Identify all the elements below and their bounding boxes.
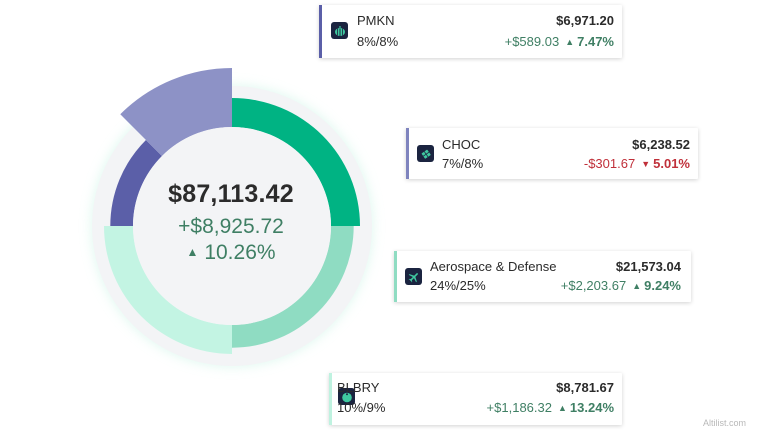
holding-change-amount: -$301.67 (583, 156, 636, 171)
portfolio-total-value: $87,113.42 (168, 180, 294, 208)
airplane-icon (405, 268, 422, 285)
donut-segment-3[interactable] (110, 139, 162, 226)
holding-change: +$2,203.67 ▲ 9.24% (561, 278, 681, 293)
donut-segment-4[interactable] (120, 68, 232, 156)
holding-change-percent: 7.47% (577, 34, 614, 49)
holding-value: $21,573.04 (615, 259, 681, 274)
watermark: Altilist.com (702, 418, 746, 428)
holding-color-stripe (319, 5, 322, 58)
donut-segment-2[interactable] (104, 226, 232, 354)
holding-change-percent: 13.24% (569, 400, 614, 415)
holding-value: $6,971.20 (556, 13, 614, 28)
down-arrow-icon: ▼ (641, 159, 651, 169)
holding-value: $6,238.52 (632, 137, 690, 152)
holding-card-aerospace-defense[interactable]: Aerospace & Defense $21,573.04 24%/25% +… (394, 251, 691, 302)
holding-change: +$589.03 ▲ 7.47% (505, 34, 614, 49)
portfolio-percent-value: 10.26% (204, 241, 276, 264)
holding-name: BLBRY (337, 380, 380, 395)
holding-card-pmkn[interactable]: PMKN $6,971.20 8%/8% +$589.03 ▲ 7.47% (319, 5, 622, 58)
holding-change-percent: 9.24% (644, 278, 681, 293)
holding-color-stripe (329, 373, 332, 425)
up-arrow-icon: ▲ (186, 245, 199, 259)
holding-name: CHOC (442, 137, 481, 152)
holding-card-choc[interactable]: CHOC $6,238.52 7%/8% -$301.67 ▼ 5.01% (406, 128, 698, 179)
holding-card-blbry[interactable]: BLBRY $8,781.67 10%/9% +$1,186.32 ▲ 13.24% (329, 373, 622, 425)
up-arrow-icon: ▲ (632, 281, 642, 291)
pumpkin-icon (331, 22, 348, 39)
holding-value: $8,781.67 (556, 380, 614, 395)
holding-change-amount: +$1,186.32 (486, 400, 552, 415)
portfolio-change-percent: ▲ 10.26% (131, 241, 331, 265)
up-arrow-icon: ▲ (565, 37, 575, 47)
holding-weight: 10%/9% (337, 400, 386, 415)
holding-color-stripe (406, 128, 409, 179)
holding-change-amount: +$2,203.67 (560, 278, 627, 293)
holding-weight: 7%/8% (442, 156, 484, 171)
donut-segment-0[interactable] (232, 98, 360, 226)
holding-change: +$1,186.32 ▲ 13.24% (487, 400, 614, 415)
blueberry-icon (338, 388, 355, 405)
holding-change-percent: 5.01% (653, 156, 690, 171)
up-arrow-icon: ▲ (557, 403, 567, 413)
portfolio-summary: $87,113.42 +$8,925.72 ▲ 10.26% (131, 180, 331, 265)
donut-segment-1[interactable] (232, 226, 354, 348)
chocolate-icon (417, 145, 434, 162)
holding-color-stripe (394, 251, 397, 302)
holding-name: PMKN (357, 13, 395, 28)
holding-name: Aerospace & Defense (430, 259, 557, 274)
holding-weight: 24%/25% (430, 278, 486, 293)
portfolio-change-amount: +$8,925.72 (178, 215, 284, 238)
holding-change-amount: +$589.03 (504, 34, 560, 49)
holding-change: -$301.67 ▼ 5.01% (584, 156, 690, 171)
holding-weight: 8%/8% (357, 34, 399, 49)
